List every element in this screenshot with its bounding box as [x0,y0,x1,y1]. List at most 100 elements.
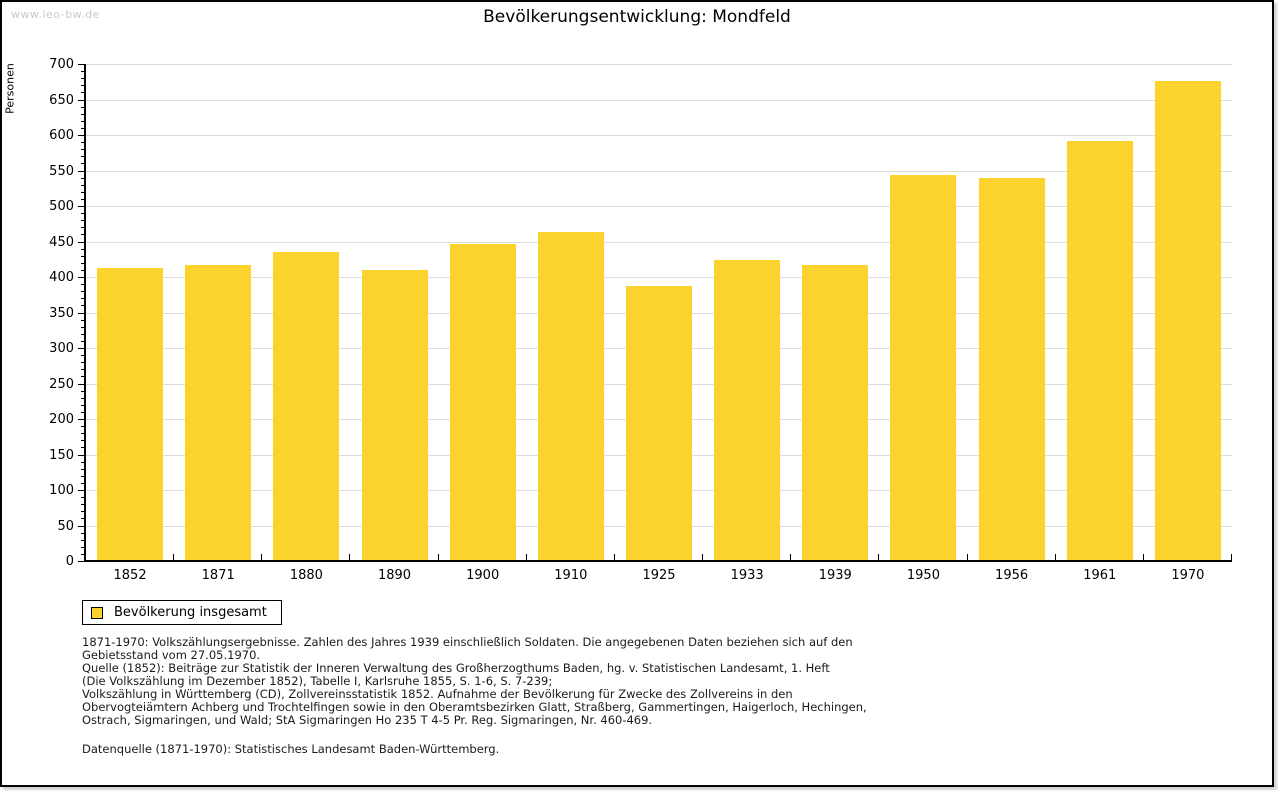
chart-title: Bevölkerungsentwicklung: Mondfeld [483,7,791,27]
y-tick-50 [78,525,84,527]
y-tick-500 [78,206,84,207]
x-axis-line [84,560,1232,562]
x-axis-label-1925: 1925 [642,568,676,583]
bar-1925 [626,285,692,560]
x-boundary-tick-1 [173,554,175,560]
source-footnotes: 1871-1970: Volkszählungsergebnisse. Zahl… [82,636,1202,756]
y-tick-330 [81,326,84,328]
x-axis-label-1852: 1852 [113,568,147,583]
x-boundary-tick-12 [1142,554,1144,560]
bar-1910 [537,232,604,560]
y-tick-120 [81,475,84,477]
x-axis-label-1890: 1890 [377,568,412,583]
y-tick-140 [81,461,84,463]
y-tick-590 [81,142,84,144]
bar-1961 [1066,141,1133,560]
y-tick-130 [81,468,84,470]
y-tick-260 [81,376,84,378]
y-tick-250 [78,383,84,385]
y-tick-510 [81,198,84,200]
y-tick-480 [81,220,84,222]
y-tick-430 [81,255,84,257]
x-axis-label-1950: 1950 [906,568,940,583]
gridline-550 [86,170,1232,172]
y-axis-label-400: 400 [49,270,74,285]
gridline-500 [86,206,1232,207]
bar-1880 [273,252,340,560]
y-tick-350 [78,312,84,314]
gridline-650 [86,99,1232,101]
datasource-line: Datenquelle (1871-1970): Statistisches L… [82,742,500,756]
x-axis-label-1880: 1880 [289,568,323,583]
y-tick-570 [81,156,84,158]
y-tick-650 [78,99,84,101]
y-tick-280 [81,362,84,364]
y-tick-310 [81,340,84,342]
x-axis-label-1970: 1970 [1171,568,1205,583]
y-tick-170 [81,440,84,442]
x-boundary-tick-7 [702,554,704,560]
footnote-line-1: 1871-1970: Volkszählungsergebnisse. Zahl… [82,635,853,649]
x-boundary-tick-11 [1054,554,1056,560]
footnote-line-5: Volkszählung in Württemberg (CD), Zollve… [82,687,793,701]
y-axis-label-100: 100 [49,483,74,498]
y-axis-label-600: 600 [49,128,74,143]
x-boundary-tick-5 [525,554,527,560]
y-tick-30 [81,539,84,541]
y-tick-290 [81,355,84,357]
legend-box: Bevölkerung insgesamt [82,600,282,625]
y-axis-label-0: 0 [65,554,74,569]
footnote-line-2: Gebietsstand vom 27.05.1970. [82,648,261,662]
footnote-line-6: Obervogteiämtern Achberg und Trochtelfin… [82,700,867,714]
y-tick-100 [78,490,84,491]
y-tick-10 [81,553,84,555]
y-tick-240 [81,390,84,392]
y-tick-340 [81,319,84,321]
x-boundary-tick-13 [1231,554,1232,560]
y-axis-label-350: 350 [49,305,74,321]
legend-label: Bevölkerung insgesamt [114,605,267,620]
gridline-400 [86,277,1232,278]
x-axis-label-1939: 1939 [818,568,852,583]
y-tick-190 [81,426,84,428]
bar-1933 [714,259,781,560]
gridline-450 [86,241,1232,243]
y-axis-label-150: 150 [49,447,74,463]
bar-1939 [802,264,869,560]
y-tick-450 [78,241,84,243]
y-tick-530 [81,184,84,186]
y-tick-180 [81,433,84,435]
y-axis-label-700: 700 [49,57,74,72]
y-tick-410 [81,269,84,271]
y-tick-460 [81,234,84,236]
y-tick-420 [81,262,84,264]
y-tick-200 [78,419,84,420]
y-axis-label-300: 300 [49,341,74,356]
x-boundary-tick-4 [437,554,439,560]
y-axis-label-450: 450 [49,234,74,250]
gridline-600 [86,135,1232,136]
y-tick-550 [78,170,84,172]
y-axis-label-650: 650 [49,92,74,108]
y-tick-490 [81,213,84,215]
y-tick-400 [78,277,84,278]
y-axis-line [84,64,86,562]
y-tick-360 [81,305,84,307]
bar-1852 [97,267,164,560]
legend-swatch-icon [91,606,103,619]
y-tick-610 [81,127,84,129]
y-tick-60 [81,518,84,520]
y-tick-220 [81,404,84,406]
x-boundary-tick-9 [878,554,880,560]
y-tick-210 [81,411,84,413]
y-tick-40 [81,532,84,534]
y-tick-380 [81,291,84,293]
bar-1970 [1154,81,1221,560]
y-tick-70 [81,511,84,513]
x-boundary-tick-8 [790,554,792,560]
y-axis-title: Personen [3,63,17,114]
y-tick-600 [78,135,84,136]
y-axis-label-50: 50 [57,518,74,534]
bar-1950 [890,174,957,560]
